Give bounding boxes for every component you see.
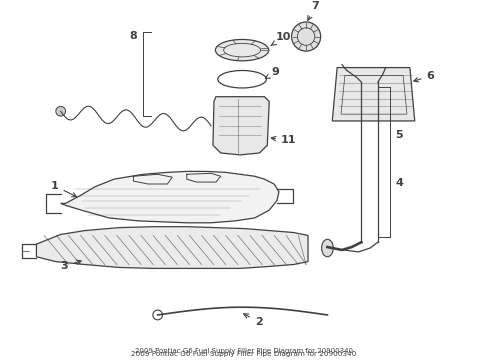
Text: 10: 10 [270,32,291,46]
Polygon shape [332,68,414,121]
Text: 4: 4 [394,179,403,188]
Circle shape [291,22,320,51]
Text: 1: 1 [51,181,76,197]
Text: 6: 6 [413,71,433,82]
Text: 8: 8 [129,31,137,41]
Text: 9: 9 [265,67,279,78]
Text: 2009 Pontiac G6 Fuel Supply Filler Pipe Diagram for 20900340: 2009 Pontiac G6 Fuel Supply Filler Pipe … [135,348,352,354]
Polygon shape [61,171,278,223]
Text: 3: 3 [61,260,81,271]
Text: 2: 2 [243,314,262,327]
Ellipse shape [321,239,333,257]
Text: 11: 11 [271,135,296,145]
Text: 2009 Pontiac G6 Fuel Supply Filler Pipe Diagram for 20900340: 2009 Pontiac G6 Fuel Supply Filler Pipe … [131,351,356,357]
Text: 5: 5 [394,130,402,140]
Text: 7: 7 [307,1,318,21]
Polygon shape [213,97,269,155]
Ellipse shape [215,40,268,61]
Polygon shape [36,227,307,269]
Circle shape [56,107,65,116]
